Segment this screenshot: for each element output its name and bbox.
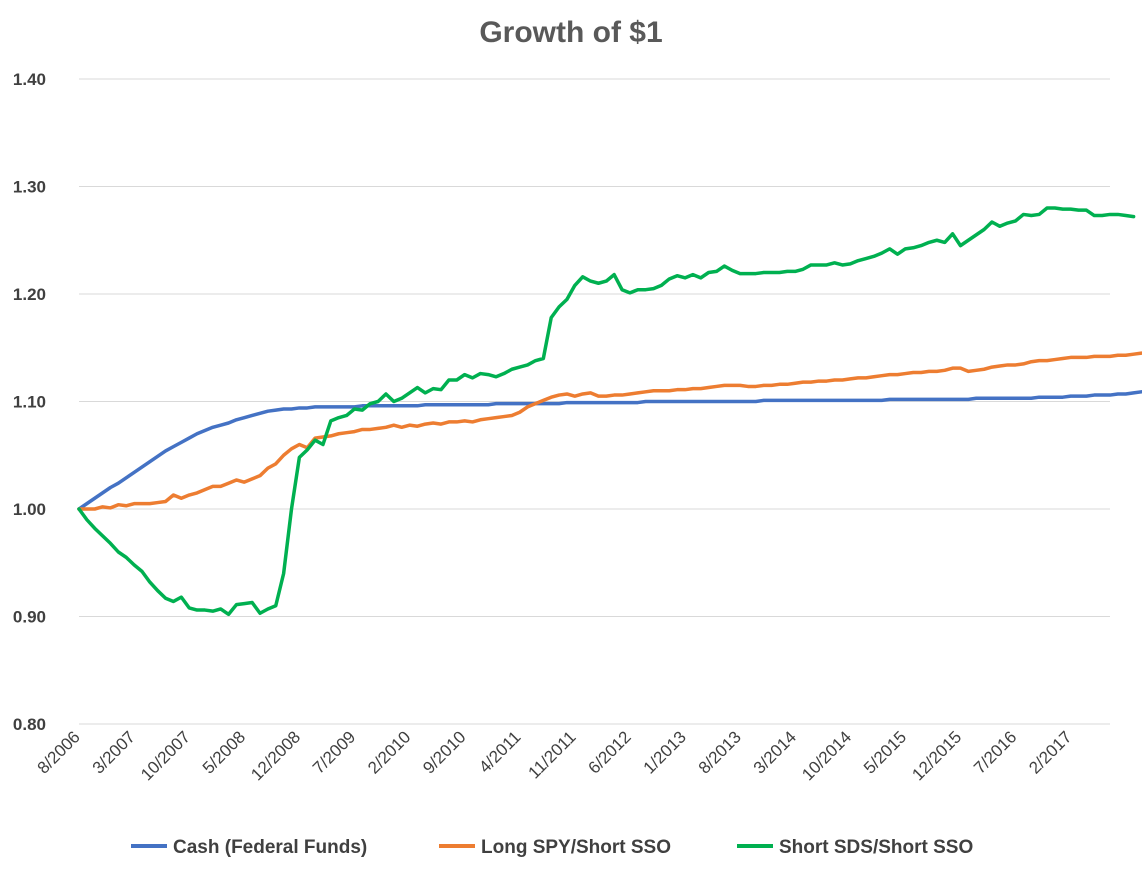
legend-label-long-spy-short-sso: Long SPY/Short SSO — [481, 837, 671, 858]
x-tick-label: 5/2015 — [860, 727, 910, 777]
y-tick-label: 0.90 — [13, 608, 46, 627]
x-tick-label: 2/2017 — [1025, 727, 1075, 777]
x-tick-label: 1/2013 — [640, 727, 690, 777]
x-tick-label: 10/2007 — [137, 727, 194, 784]
y-tick-label: 1.30 — [13, 178, 46, 197]
x-tick-label: 3/2014 — [750, 727, 800, 777]
x-tick-label: 7/2009 — [309, 727, 359, 777]
series-line-short-sds-short-sso — [77, 206, 1136, 617]
x-tick-label: 5/2008 — [199, 727, 249, 777]
x-tick-label: 4/2011 — [475, 727, 524, 776]
y-tick-label: 1.20 — [13, 285, 46, 304]
legend-label-short-sds-short-sso: Short SDS/Short SSO — [779, 837, 973, 858]
legend: Cash (Federal Funds) Long SPY/Short SSO Sh… — [131, 837, 973, 858]
y-tick-label: 1.00 — [13, 500, 46, 519]
x-tick-label: 9/2010 — [419, 727, 469, 777]
y-tick-label: 1.10 — [13, 393, 46, 412]
y-axis-tick-labels: 0.80 0.90 1.00 1.10 1.20 1.30 1.40 — [13, 70, 46, 734]
x-tick-label: 7/2016 — [970, 727, 1020, 777]
series-line-long-spy-short-sso — [77, 351, 1142, 511]
x-tick-label: 10/2014 — [798, 727, 855, 784]
x-tick-label: 8/2006 — [34, 727, 84, 777]
gridlines — [79, 78, 1110, 725]
x-tick-label: 12/2008 — [247, 727, 304, 784]
series-line-cash-federal-funds — [77, 389, 1142, 511]
series-lines — [77, 206, 1142, 617]
chart-title: Growth of $1 — [479, 16, 662, 49]
x-tick-label: 6/2012 — [585, 727, 635, 777]
x-tick-label: 3/2007 — [89, 727, 139, 777]
y-tick-label: 1.40 — [13, 70, 46, 89]
y-tick-label: 0.80 — [13, 715, 46, 734]
x-tick-label: 8/2013 — [695, 727, 745, 777]
x-tick-label: 11/2011 — [525, 727, 580, 782]
x-tick-label: 2/2010 — [364, 727, 414, 777]
x-tick-label: 12/2015 — [908, 727, 965, 784]
legend-label-cash-federal-funds: Cash (Federal Funds) — [173, 837, 367, 858]
